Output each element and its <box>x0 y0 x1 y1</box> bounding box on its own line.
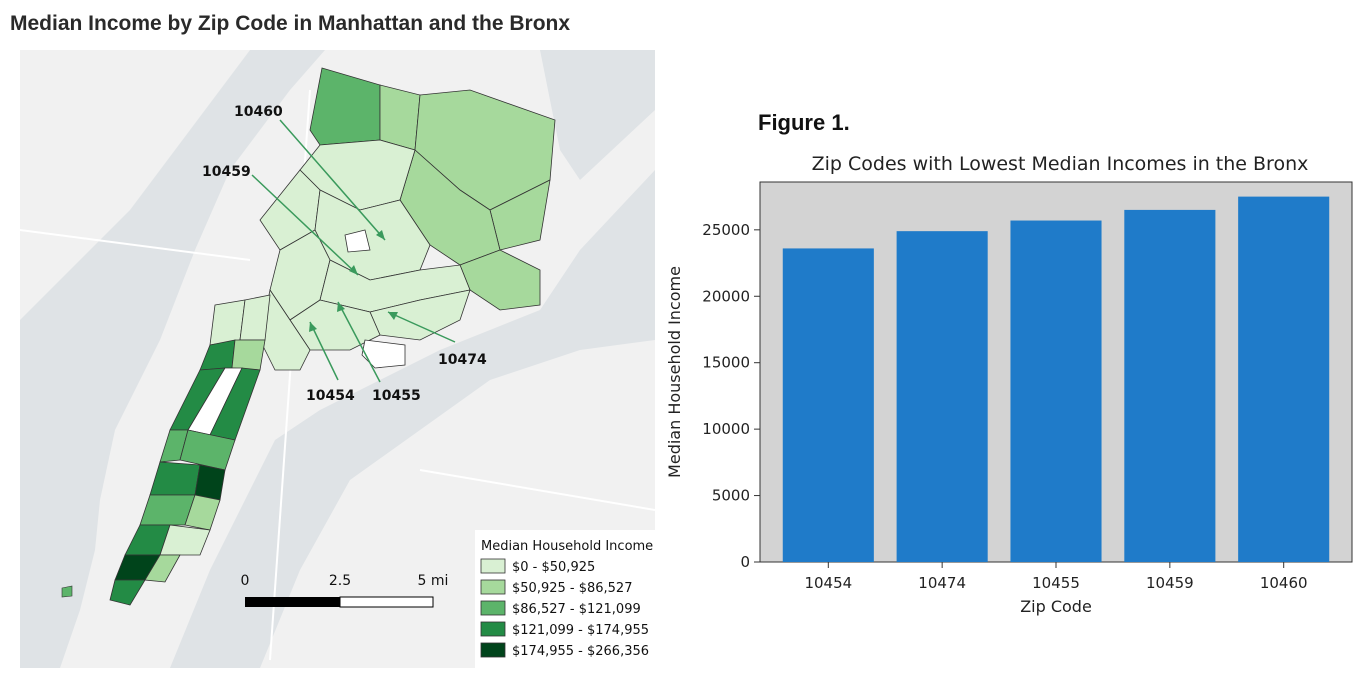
zip-region <box>194 464 226 501</box>
arrow-10455 <box>337 301 381 383</box>
scale-bar: 0 2.5 5 mi <box>241 573 449 608</box>
y-tick-label: 25000 <box>702 221 750 239</box>
figure-label: Figure 1. <box>758 110 850 135</box>
bar <box>896 231 988 563</box>
y-tick-label: 20000 <box>702 287 750 305</box>
bar-chart: Zip Codes with Lowest Median Incomes in … <box>660 145 1360 635</box>
zip-region <box>159 524 211 556</box>
x-tick-label: 10455 <box>1032 574 1080 592</box>
scale-segment-white <box>339 596 434 608</box>
zip-region <box>109 579 146 606</box>
legend-swatch <box>480 579 506 595</box>
arrow-heads <box>309 230 398 332</box>
road <box>419 469 656 511</box>
east-river <box>170 170 655 668</box>
hudson-river <box>20 50 325 668</box>
annotation-arrows <box>251 119 456 383</box>
bar <box>1010 220 1102 562</box>
bar <box>1124 209 1216 562</box>
bar <box>782 248 874 562</box>
arrow-10454 <box>309 321 339 381</box>
x-tick-label: 10474 <box>918 574 966 592</box>
zip-region <box>209 299 246 346</box>
zip-region <box>231 339 266 371</box>
scale-label: 2.5 <box>329 573 351 589</box>
y-axis-label: Median Household Income <box>665 266 684 478</box>
arrowhead <box>388 312 398 320</box>
annotation-label: 10455 <box>372 388 421 404</box>
zip-region-nodata <box>361 339 406 369</box>
arrow-10460 <box>279 119 386 241</box>
x-axis-label: Zip Code <box>1020 597 1092 616</box>
map-legend: Median Household Income $0 - $50,925 $50,… <box>475 530 655 668</box>
legend-item-label: $0 - $50,925 <box>512 560 595 575</box>
north-water <box>540 50 655 180</box>
y-tick-label: 15000 <box>702 354 750 372</box>
annotation-label: 10474 <box>438 352 487 368</box>
legend-swatch <box>480 600 506 616</box>
annotation-label: 10454 <box>306 388 355 404</box>
x-axis-ticks: 10454 10474 10455 10459 10460 <box>804 562 1308 592</box>
legend-swatch <box>480 621 506 637</box>
chart-svg: Zip Codes with Lowest Median Incomes in … <box>665 153 1353 616</box>
legend-item-label: $50,925 - $86,527 <box>512 581 632 596</box>
arrow-10474 <box>387 311 456 343</box>
y-tick-label: 5000 <box>712 487 750 505</box>
scale-label: 5 mi <box>418 573 449 589</box>
annotation-label: 10459 <box>202 164 251 180</box>
legend-item-label: $86,527 - $121,099 <box>512 602 641 617</box>
legend-title: Median Household Income <box>481 539 653 554</box>
x-tick-label: 10460 <box>1260 574 1308 592</box>
x-tick-label: 10454 <box>804 574 852 592</box>
page-title: Median Income by Zip Code in Manhattan a… <box>10 12 571 35</box>
arrow-10459 <box>251 174 359 276</box>
chart-title: Zip Codes with Lowest Median Incomes in … <box>812 153 1309 175</box>
x-tick-label: 10459 <box>1146 574 1194 592</box>
income-map: 10460 10459 10474 10454 10455 0 2.5 5 mi… <box>19 50 656 668</box>
bar <box>1238 196 1330 562</box>
y-tick-label: 10000 <box>702 420 750 438</box>
arrowhead <box>349 265 358 275</box>
arrowhead <box>376 230 385 240</box>
map-svg: 10460 10459 10474 10454 10455 0 2.5 5 mi… <box>19 50 656 668</box>
legend-item-label: $174,955 - $266,356 <box>512 644 649 659</box>
y-axis-ticks: 0 5000 10000 15000 20000 25000 <box>702 221 760 571</box>
annotation-label: 10460 <box>234 104 283 120</box>
legend-swatch <box>480 642 506 658</box>
zip-region-nodata <box>344 229 371 253</box>
zip-region <box>239 294 271 341</box>
scale-segment-black <box>245 597 340 607</box>
arrowhead <box>309 322 317 332</box>
zip-region <box>61 585 73 598</box>
legend-item-label: $121,099 - $174,955 <box>512 623 649 638</box>
zip-region <box>379 84 421 151</box>
legend-items: $0 - $50,925 $50,925 - $86,527 $86,527 - $… <box>480 558 649 659</box>
arrowhead <box>337 302 345 312</box>
legend-swatch <box>480 558 506 574</box>
road <box>19 229 251 261</box>
bars <box>782 196 1330 563</box>
y-tick-label: 0 <box>740 553 750 571</box>
zip-region <box>144 554 181 583</box>
scale-label: 0 <box>241 573 250 589</box>
